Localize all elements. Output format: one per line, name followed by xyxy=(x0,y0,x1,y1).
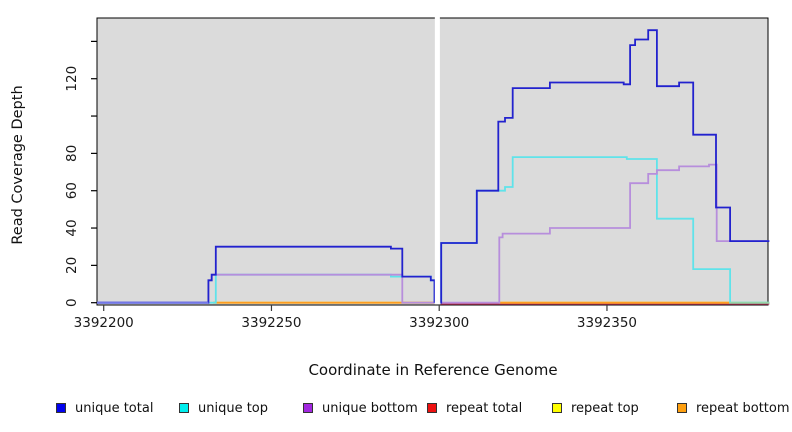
unique-bottom-swatch-icon xyxy=(303,403,313,413)
legend-label: unique bottom xyxy=(322,400,418,416)
legend-item-repeat-bottom: repeat bottom xyxy=(677,400,790,416)
y-tick-label: 120 xyxy=(64,66,80,92)
y-tick-label: 60 xyxy=(64,182,80,199)
y-tick-label: 0 xyxy=(64,298,80,307)
y-tick-label: 80 xyxy=(64,145,80,162)
series-line-unique-total xyxy=(97,245,436,304)
x-tick-label: 3392350 xyxy=(577,315,637,331)
legend-label: unique top xyxy=(198,400,269,416)
repeat-top-swatch-icon xyxy=(552,403,562,413)
legend-label: repeat top xyxy=(571,400,639,416)
repeat-total-swatch-icon xyxy=(427,403,437,413)
x-tick-label: 3392250 xyxy=(241,315,301,331)
series-line-unique-total xyxy=(440,29,770,304)
no-data-gap-band xyxy=(434,16,440,305)
x-axis-title: Coordinate in Reference Genome xyxy=(308,361,558,379)
series-line-unique-bottom xyxy=(440,163,770,304)
legend-label: unique total xyxy=(75,400,154,416)
y-tick-label: 20 xyxy=(64,257,80,274)
x-tick-label: 3392200 xyxy=(74,315,134,331)
legend-label: repeat total xyxy=(446,400,523,416)
y-axis-title: Read Coverage Depth xyxy=(10,85,26,245)
plot-background xyxy=(97,18,768,305)
legend-item-unique-total: unique total xyxy=(56,400,153,416)
y-tick-label: 40 xyxy=(64,219,80,236)
repeat-bottom-swatch-icon xyxy=(677,403,687,413)
legend-item-repeat-total: repeat total xyxy=(427,400,522,416)
plot-frame xyxy=(96,17,769,306)
legend-item-unique-top: unique top xyxy=(179,400,268,416)
x-tick-label: 3392300 xyxy=(409,315,469,331)
legend-label: repeat bottom xyxy=(696,400,790,416)
legend-item-unique-bottom: unique bottom xyxy=(303,400,418,416)
legend-item-repeat-top: repeat top xyxy=(552,400,639,416)
unique-top-swatch-icon xyxy=(179,403,189,413)
unique-total-swatch-icon xyxy=(56,403,66,413)
